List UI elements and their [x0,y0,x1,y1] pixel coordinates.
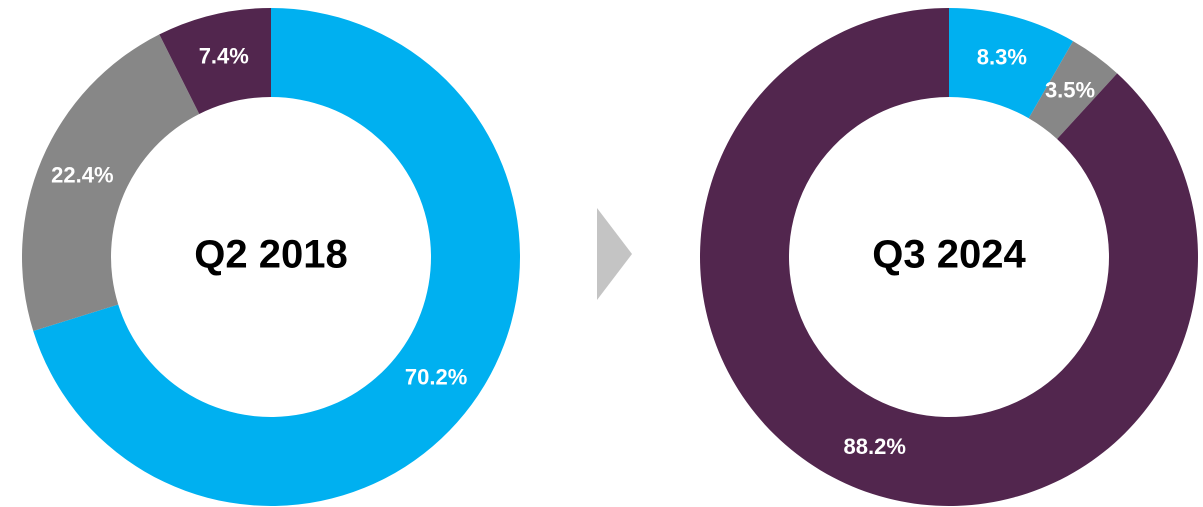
data-label: 8.3% [977,45,1027,70]
data-label: 70.2% [405,364,467,389]
chart-title: Q2 2018 [194,233,347,277]
data-label: 22.4% [51,163,113,188]
chart-title: Q3 2024 [872,233,1026,277]
arrow [597,208,632,300]
data-label: 7.4% [199,43,249,68]
donut-slice [1028,41,1118,139]
data-label: 88.2% [844,434,906,459]
donut-slice [21,34,200,331]
donut-slice [159,8,271,114]
donut-slice [949,8,1074,119]
data-label: 3.5% [1045,77,1095,102]
donut-slice [699,8,1198,507]
donut-slice [33,8,520,506]
